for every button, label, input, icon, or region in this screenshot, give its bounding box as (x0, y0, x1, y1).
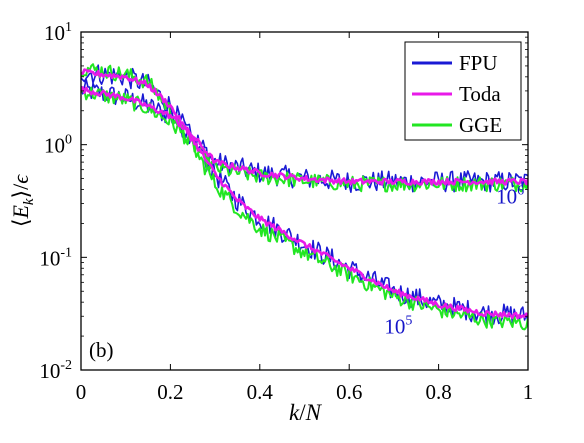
x-tick-label: 0.4 (247, 380, 274, 404)
annotation-label-1: 106 (496, 184, 524, 209)
y-tick-label: 10-2 (39, 358, 72, 383)
annotations: 106 105 (384, 184, 524, 339)
x-tick-label: 0.2 (157, 380, 183, 404)
x-tick-label: 0.8 (425, 380, 451, 404)
y-axis-title: ⟨Ek⟩/ϵ (8, 174, 37, 227)
legend: FPU Toda GGE (404, 41, 522, 141)
legend-label-toda: Toda (459, 82, 501, 106)
y-tick-label: 10-1 (39, 245, 72, 270)
series-line-toda-2 (81, 68, 528, 320)
x-tick-label: 0.6 (336, 380, 362, 404)
annotation-label-2: 105 (384, 314, 412, 339)
y-tick-label: 101 (44, 20, 72, 45)
legend-label-gge: GGE (459, 113, 502, 137)
panel-label: (b) (89, 338, 114, 362)
y-tick-label: 100 (44, 133, 72, 158)
series-layer (81, 63, 528, 331)
series-line-gge-1 (81, 86, 528, 193)
series-line-toda-1 (81, 86, 528, 186)
axis-ticks: 0 0.2 0.4 0.6 0.8 1 101 100 10-1 10-2 (39, 20, 533, 404)
x-tick-label: 1 (523, 380, 534, 404)
x-tick-label: 0 (76, 380, 87, 404)
legend-label-fpu: FPU (459, 51, 498, 75)
plot-frame (80, 31, 529, 371)
x-axis-title: k/N (289, 400, 323, 425)
